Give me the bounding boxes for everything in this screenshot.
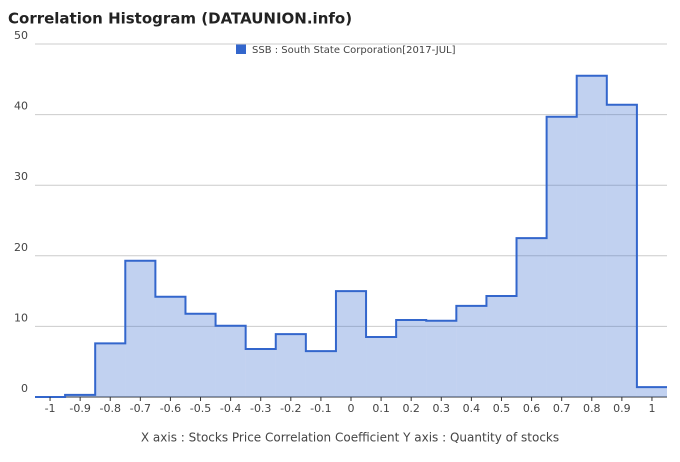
x-tick-label: 0.1 bbox=[372, 402, 390, 415]
x-tick-label: 0.4 bbox=[463, 402, 481, 415]
bar bbox=[65, 394, 96, 397]
bar bbox=[305, 351, 336, 397]
y-tick-label: 0 bbox=[21, 382, 28, 395]
bar bbox=[95, 343, 126, 397]
x-tick-label: -0.8 bbox=[100, 402, 121, 415]
bar bbox=[245, 348, 276, 397]
bar bbox=[516, 238, 547, 397]
bar bbox=[155, 296, 186, 397]
bar bbox=[636, 387, 667, 397]
bar bbox=[606, 104, 637, 397]
y-tick-label: 20 bbox=[14, 241, 28, 254]
legend-label: SSB : South State Corporation[2017-JUL] bbox=[252, 45, 456, 56]
axis-caption: X axis : Stocks Price Correlation Coeffi… bbox=[141, 431, 559, 445]
x-tick-label: -0.1 bbox=[310, 402, 331, 415]
bar bbox=[125, 260, 156, 397]
x-tick-label: 1 bbox=[648, 402, 655, 415]
x-tick-label: 0.9 bbox=[613, 402, 631, 415]
x-tick-label: 0.6 bbox=[523, 402, 541, 415]
legend-swatch bbox=[236, 44, 246, 54]
chart-title: Correlation Histogram (DATAUNION.info) bbox=[8, 10, 352, 28]
bar bbox=[546, 116, 577, 397]
x-tick-label: 0.8 bbox=[583, 402, 601, 415]
x-tick-label: 0.2 bbox=[402, 402, 420, 415]
y-tick-label: 10 bbox=[14, 311, 28, 324]
y-tick-label: 30 bbox=[14, 170, 28, 183]
bar bbox=[275, 334, 306, 397]
x-tick-label: -0.6 bbox=[160, 402, 181, 415]
x-tick-label: 0 bbox=[348, 402, 355, 415]
bar bbox=[576, 75, 607, 398]
y-tick-label: 50 bbox=[14, 29, 28, 42]
x-tick-label: -1 bbox=[45, 402, 56, 415]
x-tick-label: -0.3 bbox=[250, 402, 271, 415]
x-tick-label: -0.5 bbox=[190, 402, 211, 415]
bar bbox=[185, 313, 216, 397]
bar bbox=[366, 336, 397, 397]
bar bbox=[335, 291, 367, 397]
histogram-outline bbox=[35, 74, 667, 398]
bar bbox=[486, 296, 517, 397]
x-tick-label: 0.5 bbox=[493, 402, 511, 415]
bar bbox=[426, 320, 457, 397]
x-tick-label: -0.7 bbox=[130, 402, 151, 415]
x-tick-label: 0.3 bbox=[433, 402, 451, 415]
y-tick-label: 40 bbox=[14, 100, 28, 113]
x-tick-label: -0.9 bbox=[69, 402, 90, 415]
x-tick-label: -0.4 bbox=[220, 402, 241, 415]
bar bbox=[456, 305, 487, 397]
bar bbox=[396, 320, 427, 397]
x-tick-label: 0.7 bbox=[553, 402, 571, 415]
bar bbox=[215, 325, 246, 397]
x-tick-label: -0.2 bbox=[280, 402, 301, 415]
